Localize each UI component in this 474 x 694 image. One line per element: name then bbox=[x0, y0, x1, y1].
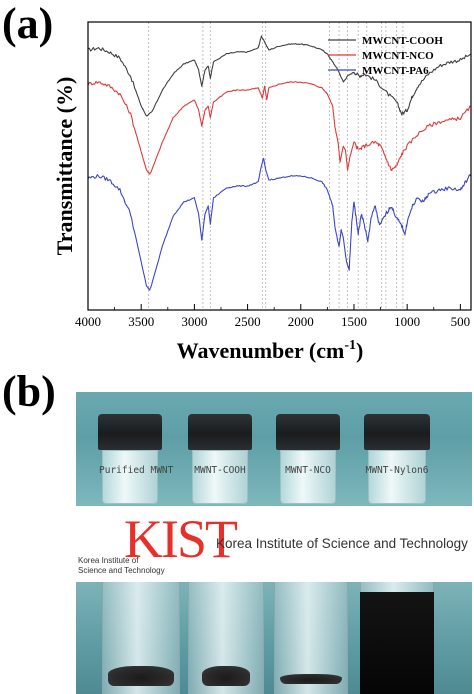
sediment bbox=[202, 666, 250, 686]
x-tick-label: 500 bbox=[451, 314, 471, 329]
vial-mwnt-nco: MWNT-NCO bbox=[276, 414, 340, 504]
panel-a-label: (a) bbox=[2, 0, 54, 48]
x-ticks: 4000 3500 3000 2500 2000 1500 1000 500 bbox=[75, 304, 470, 329]
photo-bottom-band bbox=[76, 582, 472, 694]
legend-label: MWCNT-NCO bbox=[362, 50, 434, 62]
x-axis-label-text: Wavenumber (cm bbox=[177, 338, 345, 363]
panel-b-label: (b) bbox=[2, 367, 56, 416]
vial-mwnt-nylon6: MWNT-Nylon6 bbox=[364, 414, 430, 504]
vial-bottom-purified bbox=[102, 582, 180, 694]
vial-cap bbox=[98, 414, 162, 450]
vial-label: MWNT-NCO bbox=[285, 465, 331, 476]
sediment bbox=[108, 666, 174, 686]
vial-bottom-nco bbox=[274, 582, 348, 694]
kist-full-name: Korea Institute of Science and Technolog… bbox=[216, 536, 468, 551]
vial-glass: MWNT-NCO bbox=[280, 450, 336, 504]
photo-top-band: Purified MWNT MWNT-COOH MWNT-NCO MWNT-Ny… bbox=[76, 392, 472, 506]
y-axis-label: Transmittance (%) bbox=[52, 77, 77, 256]
vial-glass: MWNT-Nylon6 bbox=[365, 450, 429, 504]
series-line bbox=[87, 157, 472, 291]
legend-label: MWCNT-COOH bbox=[362, 35, 443, 47]
vial-cap bbox=[188, 414, 252, 450]
vial-mwnt-cooh: MWNT-COOH bbox=[188, 414, 252, 504]
vial-photograph: Purified MWNT MWNT-COOH MWNT-NCO MWNT-Ny… bbox=[76, 392, 472, 694]
vial-glass: MWNT-COOH bbox=[192, 450, 248, 504]
kist-subtitle-line1: Korea Institute of bbox=[78, 556, 139, 565]
x-axis-label: Wavenumber (cm-1) bbox=[177, 338, 364, 363]
dispersed-suspension bbox=[360, 592, 434, 694]
x-tick-label: 2000 bbox=[288, 314, 314, 329]
x-tick-label: 1500 bbox=[341, 314, 367, 329]
ftir-spectrum-chart: 4000 3500 3000 2500 2000 1500 1000 500 MWCNT-CO… bbox=[52, 21, 472, 363]
vial-label: MWNT-Nylon6 bbox=[365, 465, 429, 476]
vial-bottom-nylon6 bbox=[360, 582, 434, 694]
x-tick-label: 2500 bbox=[235, 314, 261, 329]
x-tick-label: 1000 bbox=[394, 314, 420, 329]
kist-logo: KIST bbox=[124, 509, 238, 569]
x-axis-label-sup: -1 bbox=[344, 338, 356, 353]
series-line bbox=[87, 35, 472, 117]
x-tick-label: 3000 bbox=[181, 314, 207, 329]
vial-purified-mwnt: Purified MWNT bbox=[98, 414, 174, 504]
vial-cap bbox=[364, 414, 430, 450]
vial-glass: Purified MWNT bbox=[99, 450, 174, 504]
vial-label: MWNT-COOH bbox=[194, 465, 246, 476]
plot-frame bbox=[87, 21, 472, 311]
x-tick-label: 3500 bbox=[128, 314, 154, 329]
vial-bottom-cooh bbox=[188, 582, 264, 694]
kist-logo-band: KIST Korea Institute of Science and Tech… bbox=[76, 506, 472, 582]
legend-label: MWCNT-PA6 bbox=[362, 65, 429, 77]
vial-label: Purified MWNT bbox=[99, 465, 174, 476]
x-axis-label-close: ) bbox=[356, 338, 363, 363]
spectra-series bbox=[87, 35, 472, 291]
kist-subtitle-line2: Science and Technology bbox=[78, 566, 165, 575]
series-line bbox=[87, 80, 472, 175]
vial-cap bbox=[276, 414, 340, 450]
x-tick-label: 4000 bbox=[75, 314, 101, 329]
sediment bbox=[280, 674, 342, 684]
legend: MWCNT-COOH MWCNT-NCO MWCNT-PA6 bbox=[328, 35, 443, 77]
